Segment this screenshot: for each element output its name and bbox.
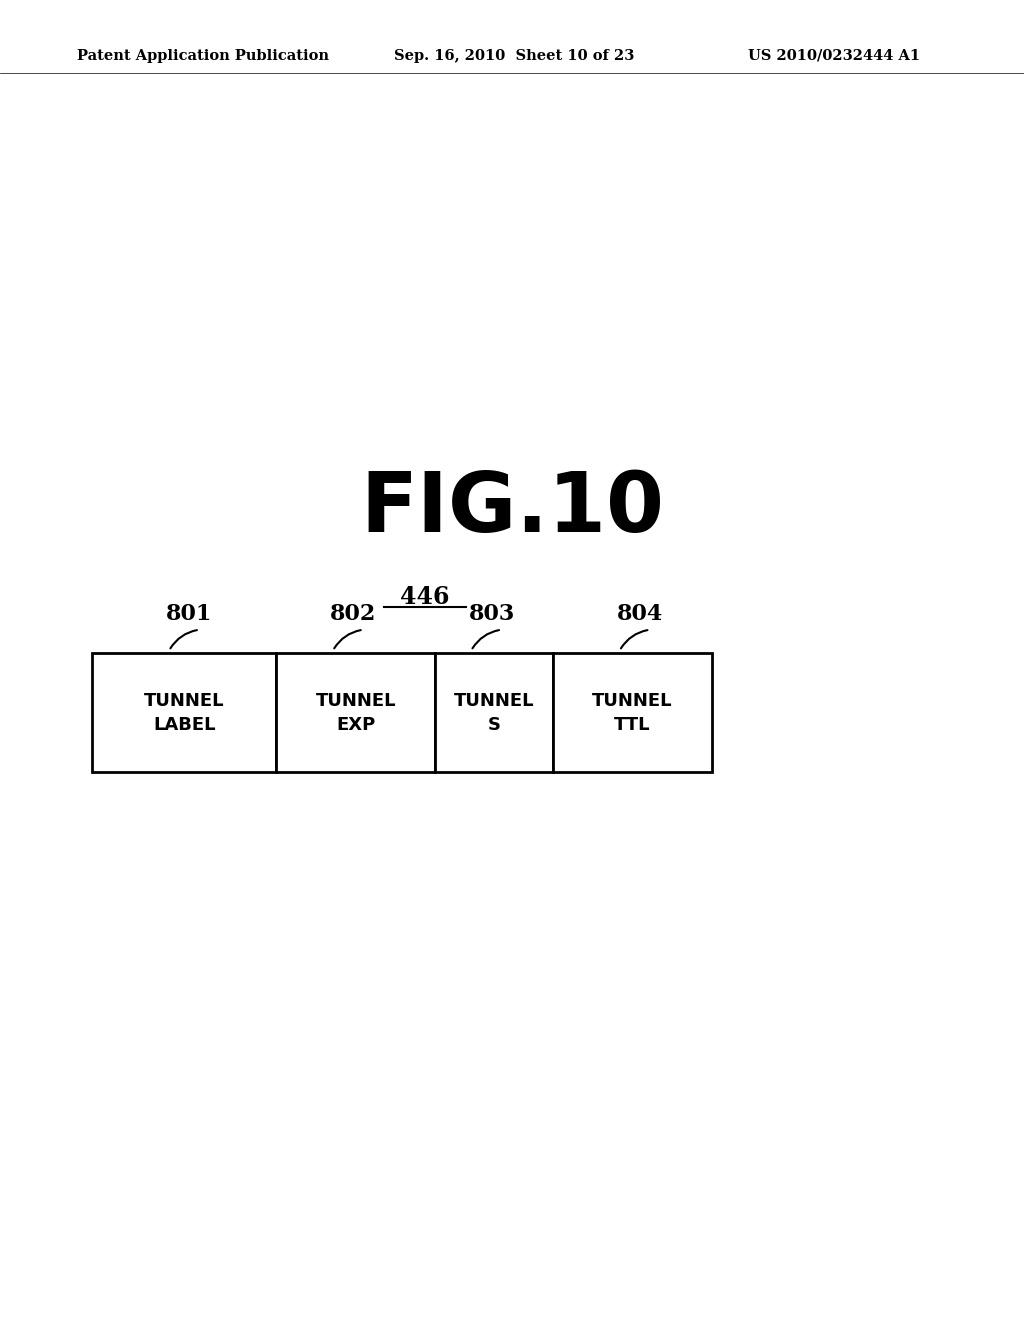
Text: 802: 802 [330, 603, 377, 624]
Text: 803: 803 [468, 603, 515, 624]
Text: TUNNEL
S: TUNNEL S [454, 692, 535, 734]
Bar [276, 653, 435, 772]
Text: Sep. 16, 2010  Sheet 10 of 23: Sep. 16, 2010 Sheet 10 of 23 [394, 49, 635, 63]
Bar [435, 653, 553, 772]
Text: 446: 446 [400, 585, 450, 609]
Text: TUNNEL
TTL: TUNNEL TTL [592, 692, 673, 734]
Text: 804: 804 [616, 603, 664, 624]
Bar [92, 653, 276, 772]
Bar [553, 653, 712, 772]
Text: FIG.10: FIG.10 [360, 467, 664, 549]
Text: 801: 801 [166, 603, 213, 624]
Text: US 2010/0232444 A1: US 2010/0232444 A1 [748, 49, 920, 63]
Text: Patent Application Publication: Patent Application Publication [77, 49, 329, 63]
Text: TUNNEL
LABEL: TUNNEL LABEL [144, 692, 224, 734]
Text: TUNNEL
EXP: TUNNEL EXP [315, 692, 396, 734]
